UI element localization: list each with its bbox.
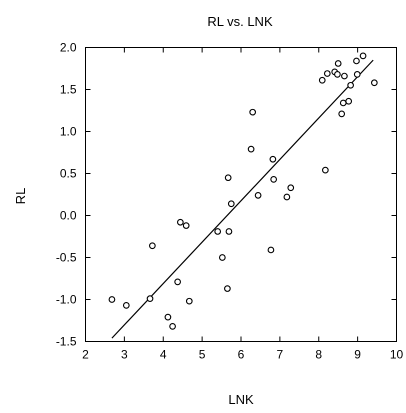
- x-axis-ticks: 2 3 4 5 6 7 8 9 10: [82, 47, 404, 362]
- y-tick-label: -1.5: [56, 335, 77, 349]
- y-tick-label: -1.0: [56, 293, 77, 307]
- plot-area-frame: [85, 47, 397, 342]
- data-point: [345, 97, 353, 105]
- data-point: [359, 52, 367, 60]
- data-point: [269, 155, 277, 163]
- data-point: [249, 108, 257, 116]
- y-axis-ticks: -1.5 -1.0 -0.5 0.0 0.5 1.0 1.5 2.0: [56, 41, 397, 349]
- data-point: [322, 166, 329, 174]
- y-tick-label: 1.0: [60, 125, 77, 139]
- y-tick-label: -0.5: [56, 251, 77, 265]
- data-point: [338, 110, 346, 118]
- y-tick-label: 1.5: [60, 83, 77, 97]
- data-point: [347, 81, 354, 89]
- data-point: [341, 72, 348, 80]
- y-axis-label: RL: [13, 188, 28, 205]
- data-point: [353, 71, 361, 78]
- data-point: [146, 295, 154, 303]
- data-point: [318, 76, 326, 84]
- regression-line-layer: [111, 59, 374, 339]
- data-point: [122, 302, 130, 309]
- y-tick-label: 0.5: [60, 167, 77, 181]
- x-tick-label: 10: [390, 348, 404, 362]
- data-point: [149, 242, 156, 250]
- data-point: [169, 323, 176, 330]
- data-point: [227, 200, 235, 208]
- data-point: [185, 297, 193, 305]
- chart-title: RL vs. LNK: [207, 14, 273, 29]
- data-point: [218, 254, 226, 261]
- data-point: [224, 174, 232, 182]
- x-tick-label: 2: [82, 348, 89, 362]
- data-point: [177, 218, 184, 226]
- data-point: [174, 278, 181, 286]
- x-tick-label: 7: [277, 348, 284, 362]
- x-tick-label: 9: [354, 348, 361, 362]
- x-tick-label: 5: [199, 348, 206, 362]
- data-point: [334, 60, 342, 67]
- data-point: [353, 57, 360, 65]
- x-tick-label: 3: [121, 348, 128, 362]
- data-point: [214, 228, 222, 235]
- data-point: [108, 296, 116, 303]
- data-point: [254, 191, 262, 199]
- data-point: [323, 70, 331, 77]
- data-point: [247, 145, 255, 153]
- data-point: [283, 193, 291, 201]
- regression-line: [111, 59, 374, 339]
- data-point: [182, 222, 190, 229]
- x-tick-label: 8: [315, 348, 322, 362]
- data-point: [287, 184, 295, 192]
- data-point: [270, 176, 278, 183]
- data-point: [164, 313, 172, 321]
- data-point: [267, 246, 275, 254]
- data-point: [224, 285, 231, 292]
- data-points-layer: [108, 52, 378, 330]
- x-tick-label: 4: [160, 348, 167, 362]
- x-axis-label: LNK: [228, 392, 254, 407]
- data-point: [339, 99, 347, 107]
- data-point: [370, 79, 378, 87]
- y-tick-label: 2.0: [60, 41, 77, 55]
- data-point: [225, 228, 233, 235]
- y-tick-label: 0.0: [60, 209, 77, 223]
- data-point: [334, 71, 341, 78]
- x-tick-label: 6: [238, 348, 245, 362]
